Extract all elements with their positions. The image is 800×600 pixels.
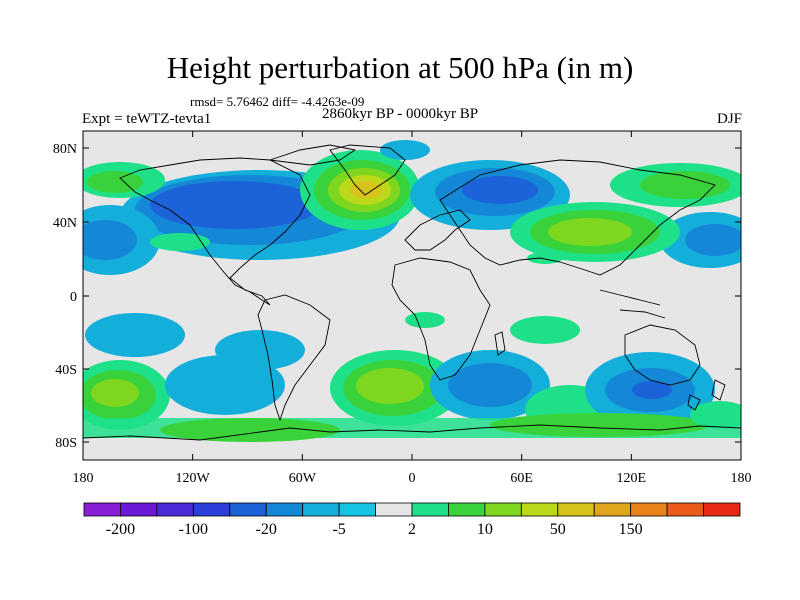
colorbar-swatch <box>630 502 668 517</box>
lon-tick-label: 180 <box>73 471 94 486</box>
lon-tick-label: 120E <box>617 471 647 486</box>
north-pacific-high-west <box>83 162 165 198</box>
colorbar-swatch <box>338 502 376 517</box>
colorbar-swatch <box>448 502 486 517</box>
colorbar: -200 -100 -20 -5 2 10 50 150 <box>83 502 741 538</box>
colorbar-label: 2 <box>408 521 416 538</box>
lat-tick-label: 80N <box>53 142 77 157</box>
colorbar-swatch <box>83 502 121 517</box>
colorbar-label: 50 <box>550 521 566 538</box>
lat-tick-label: 40S <box>55 363 77 378</box>
small-features-north <box>150 140 563 264</box>
south-atlantic-high <box>330 350 460 426</box>
period-label: 2860kyr BP - 0000kyr BP <box>322 106 479 122</box>
colorbar-swatch <box>156 502 194 517</box>
south-pacific-low <box>165 355 285 415</box>
north-pacific-low-west <box>83 205 160 275</box>
arctic-high-east <box>610 163 741 207</box>
coastlines <box>83 144 741 441</box>
colorbar-swatch <box>302 502 340 517</box>
colorbar-label: -5 <box>332 521 345 538</box>
colorbar-swatch <box>120 502 158 517</box>
map-title: Height perturbation at 500 hPa (in m) <box>166 50 634 85</box>
colorbar-label: -200 <box>106 521 135 538</box>
colorbar-swatch <box>192 502 231 517</box>
field-layer <box>83 131 741 460</box>
longitude-axis: 180 120W 60W 0 60E 120E 180 <box>73 131 752 486</box>
colorbar-swatch <box>557 502 595 517</box>
lon-tick-label: 60E <box>510 471 533 486</box>
colorbar-swatch <box>411 502 449 517</box>
colorbar-swatch <box>666 502 704 517</box>
colorbar-swatch <box>229 502 267 517</box>
colorbar-label: 10 <box>477 521 493 538</box>
colorbar-swatch <box>265 502 304 517</box>
latitude-axis: 80N 40N 0 40S 80S <box>53 142 741 451</box>
north-pacific-low-east <box>660 212 741 268</box>
lat-tick-label: 80S <box>55 436 77 451</box>
lon-tick-label: 120W <box>176 471 211 486</box>
season-label: DJF <box>716 111 742 127</box>
lat-tick-label: 0 <box>70 290 77 305</box>
lon-tick-label: 180 <box>731 471 752 486</box>
lon-tick-label: 60W <box>289 471 317 486</box>
southern-ocean-band <box>83 401 741 442</box>
stats-line: rmsd= 5.76462 diff= -4.4263e-09 <box>190 94 365 109</box>
lon-tick-label: 0 <box>409 471 416 486</box>
colorbar-label: 150 <box>619 521 643 538</box>
colorbar-swatch <box>484 502 522 517</box>
experiment-label: Expt = teWTZ-tevta1 <box>82 111 212 127</box>
colorbar-swatch <box>520 502 559 517</box>
colorbar-swatch <box>593 502 632 517</box>
colorbar-swatch <box>375 502 413 517</box>
south-indian-low <box>430 350 550 420</box>
colorbar-label: -20 <box>256 521 277 538</box>
colorbar-label: -100 <box>179 521 208 538</box>
lat-tick-label: 40N <box>53 216 77 231</box>
australia-low <box>585 352 715 428</box>
south-pacific-high <box>83 360 170 430</box>
colorbar-swatch <box>703 502 741 517</box>
